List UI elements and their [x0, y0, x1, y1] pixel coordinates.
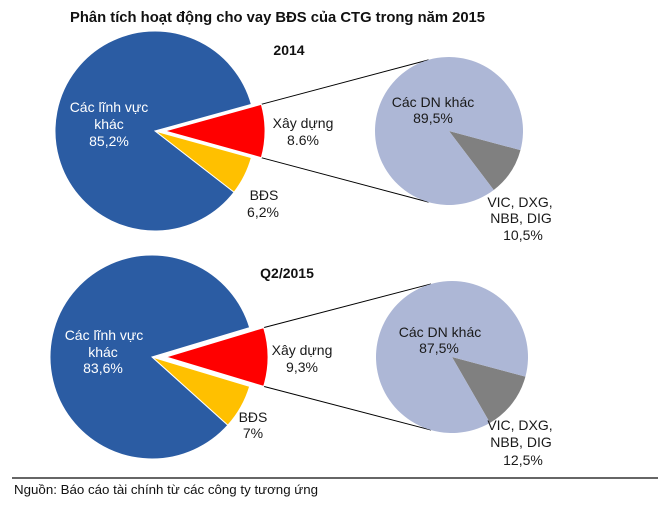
- connector-lines: [261, 59, 429, 203]
- value-other-sectors: 83,6%: [83, 360, 123, 376]
- slice-cac-linh-vuc-khac: [54, 30, 252, 232]
- label-other-sectors-line2: khác: [94, 116, 124, 132]
- label-other-sectors-line1: Các lĩnh vực: [70, 99, 149, 115]
- breakdown-pie: [375, 281, 528, 434]
- slice-xay-dung: [163, 103, 266, 159]
- label-named-companies-line2: NBB, DIG: [490, 210, 551, 226]
- value-named-companies: 10,5%: [503, 227, 543, 243]
- connector-line-top: [261, 59, 429, 105]
- value-construction: 9,3%: [286, 359, 318, 375]
- label-other-companies: Các DN khác: [399, 324, 481, 340]
- breakdown-slice-cac-dn-khac: [375, 56, 524, 205]
- connector-line-bottom: [263, 385, 432, 431]
- label-construction: Xây dựng: [272, 342, 333, 358]
- chart-title: Phân tích hoạt động cho vay BĐS của CTG …: [70, 9, 485, 26]
- breakdown-pie: [375, 56, 524, 205]
- value-construction: 8.6%: [287, 132, 319, 148]
- main-pie: [54, 30, 266, 232]
- value-real-estate: 6,2%: [247, 204, 279, 220]
- breakdown-slice-vic-dxg-nbb-dig: [449, 131, 521, 190]
- source-note: Nguồn: Báo cáo tài chính từ các công ty …: [14, 482, 318, 497]
- connector-lines: [263, 283, 432, 431]
- slice-cac-linh-vuc-khac: [49, 254, 251, 460]
- chart-subtitle: 2014: [273, 42, 304, 58]
- label-named-companies-line1: VIC, DXG,: [487, 417, 552, 433]
- label-named-companies-line1: VIC, DXG,: [487, 194, 552, 210]
- chart-subtitle: Q2/2015: [260, 265, 314, 281]
- value-other-companies: 89,5%: [413, 110, 453, 126]
- main-pie: [49, 254, 269, 460]
- label-other-companies: Các DN khác: [392, 94, 474, 110]
- value-real-estate: 7%: [243, 425, 263, 441]
- slice-xay-dung: [164, 326, 269, 388]
- breakdown-slice-vic-dxg-nbb-dig: [452, 357, 526, 423]
- label-real-estate: BĐS: [250, 187, 279, 203]
- chart-2014: 2014 Các lĩnh vực khác 85,2% Xây dựng 8.…: [54, 30, 553, 243]
- value-other-companies: 87,5%: [419, 340, 459, 356]
- chart-q2-2015: Q2/2015 Các lĩnh vực khác 83,6% Xây dựng…: [49, 254, 553, 468]
- label-other-sectors-line2: khác: [88, 344, 118, 360]
- label-construction: Xây dựng: [273, 115, 334, 131]
- connector-line-top: [263, 283, 432, 329]
- label-named-companies-line2: NBB, DIG: [490, 434, 551, 450]
- value-other-sectors: 85,2%: [89, 133, 129, 149]
- breakdown-slice-cac-dn-khac: [375, 281, 528, 434]
- label-real-estate: BĐS: [239, 409, 268, 425]
- connector-line-bottom: [261, 157, 429, 203]
- value-named-companies: 12,5%: [503, 452, 543, 468]
- label-other-sectors-line1: Các lĩnh vực: [65, 327, 144, 343]
